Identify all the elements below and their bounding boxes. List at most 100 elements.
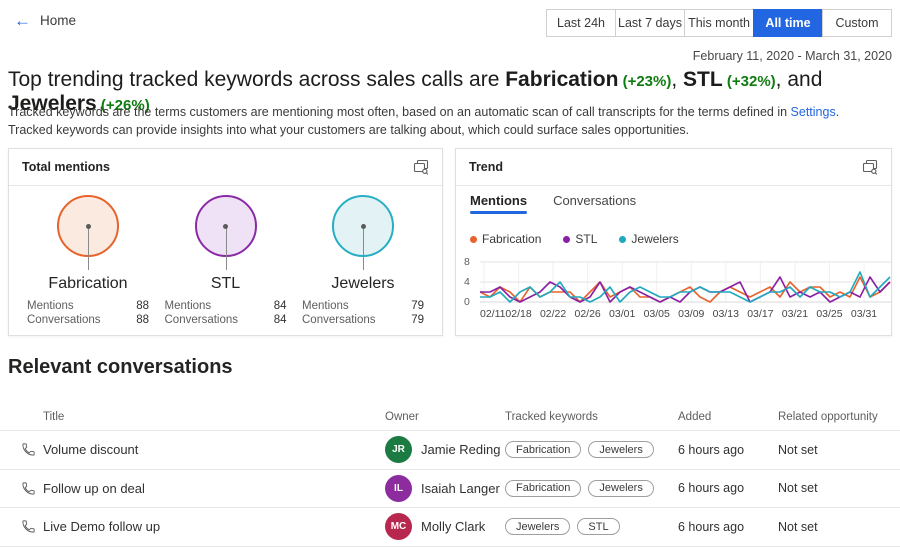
date-range: February 11, 2020 - March 31, 2020 [692, 49, 892, 63]
keyword-tag: Fabrication [505, 441, 582, 459]
x-axis-labels: 02/11 02/18 02/22 02/26 03/01 03/05 03/09 03/13… [480, 308, 892, 322]
conversation-title: Volume discount [43, 442, 139, 458]
tab-mentions[interactable]: Mentions [470, 193, 528, 214]
table-row[interactable]: Follow up on deal IL Isaiah Langer Fabri… [0, 469, 900, 509]
x-axis-label: 02/18 [505, 308, 532, 320]
bubble-column-stl: STL Mentions 84 Conversations 84 [165, 195, 287, 326]
headline-separator: , [671, 68, 684, 91]
conversations-value: 84 [273, 314, 287, 326]
settings-link[interactable]: Settings [790, 105, 836, 119]
legend-item-jewelers: Jewelers [619, 232, 679, 246]
bubble-keyword-name: STL [210, 275, 241, 292]
legend-item-stl: STL [563, 232, 597, 246]
owner-cell: IL Isaiah Langer [385, 474, 505, 502]
headline-change-2: (+32%) [722, 73, 776, 90]
added-cell: 6 hours ago [678, 442, 745, 457]
conversations-label: Conversations [27, 314, 101, 326]
avatar: MC [385, 513, 412, 541]
legend-label: STL [575, 232, 598, 246]
fabrication-bubble[interactable] [57, 195, 119, 270]
copy-snapshot-icon[interactable] [413, 159, 429, 175]
column-header-added: Added [678, 411, 712, 423]
bubble-stats: Mentions 84 Conversations 84 [165, 300, 287, 326]
added-cell: 6 hours ago [678, 481, 745, 496]
y-axis-label: 4 [464, 276, 470, 288]
x-axis-label: 03/31 [850, 308, 878, 320]
keyword-tag: STL [577, 518, 620, 536]
tracked-keywords-cell: Fabrication Jewelers [505, 479, 678, 497]
y-axis-label: 0 [464, 296, 470, 308]
time-filter-last-24h[interactable]: Last 24h [546, 9, 616, 37]
copy-snapshot-icon[interactable] [862, 159, 878, 175]
time-filter-this-month[interactable]: This month [684, 9, 754, 37]
back-button[interactable]: ← Home [14, 12, 76, 29]
bubble-stats: Mentions 88 Conversations 88 [27, 300, 149, 326]
headline-change-1: (+23%) [618, 73, 672, 90]
y-axis-label: 8 [464, 256, 470, 268]
time-filter-last-7-days[interactable]: Last 7 days [615, 9, 685, 37]
legend-label: Fabrication [482, 232, 542, 246]
stl-bubble[interactable] [194, 195, 257, 270]
mentions-value: 79 [411, 300, 424, 312]
arrow-left-icon: ← [14, 11, 31, 30]
headline-keyword-3: Jewelers [8, 92, 97, 115]
conversations-value: 79 [411, 314, 424, 326]
owner-name: Isaiah Langer [421, 480, 500, 496]
mentions-value: 84 [273, 300, 287, 312]
phone-icon [0, 519, 43, 534]
description-text: Tracked keywords are the terms customers… [8, 103, 878, 139]
time-filter-group: Last 24h Last 7 days This month All time… [546, 9, 892, 37]
bubble-column-jewelers: Jewelers Mentions 79 Conversations 79 [302, 195, 424, 326]
column-header-owner: Owner [385, 411, 419, 423]
total-mentions-card-header: Total mentions [9, 149, 442, 186]
keyword-tag: Jewelers [588, 441, 654, 459]
x-axis-label: 02/26 [574, 308, 601, 320]
avatar: IL [385, 474, 412, 502]
x-axis-label: 02/22 [539, 308, 567, 320]
table-row[interactable]: Live Demo follow up MC Molly Clark Jewel… [0, 508, 900, 547]
mentions-value: 88 [136, 300, 149, 312]
related-opportunity-cell: Not set [778, 481, 818, 496]
mentions-label: Mentions [27, 300, 74, 312]
time-filter-all-time[interactable]: All time [753, 9, 823, 37]
mentions-label: Mentions [164, 300, 212, 312]
x-axis-label: 03/01 [609, 308, 636, 320]
x-axis-label: 03/17 [747, 308, 774, 320]
headline-prefix: Top trending tracked keywords across sal… [8, 68, 506, 91]
bubble-keyword-name: Fabrication [48, 275, 128, 292]
related-opportunity-cell: Not set [778, 519, 818, 534]
table-row[interactable]: Volume discount JR Jamie Reding Fabricat… [0, 431, 900, 470]
column-header-title: Title [43, 411, 65, 423]
bubble-center-dot [85, 223, 91, 229]
relevant-conversations-title: Relevant conversations [8, 356, 233, 378]
bubble-pin [88, 226, 89, 270]
total-mentions-card: Total mentions Fabrication Mentions 88 [8, 148, 443, 336]
conversations-label: Conversations [302, 314, 376, 326]
keyword-tag: Jewelers [588, 479, 654, 497]
trend-chart: 8 4 0 02/11 02/18 02/22 02/26 03/01 03/05 03/0… [464, 256, 892, 327]
avatar: JR [385, 436, 412, 464]
tab-conversations[interactable]: Conversations [553, 193, 637, 208]
chart-legend: Fabrication STL Jewelers [470, 232, 679, 246]
total-mentions-title: Total mentions [22, 160, 110, 174]
description-period: . [835, 105, 840, 119]
legend-dot [619, 235, 627, 243]
legend-item-fabrication: Fabrication [470, 232, 541, 246]
owner-cell: MC Molly Clark [385, 513, 505, 541]
keyword-tag: Jewelers [505, 518, 571, 536]
time-filter-custom[interactable]: Custom [822, 9, 892, 37]
phone-icon [0, 481, 43, 496]
headline-change-3: (+26%) [96, 97, 150, 114]
mentions-label: Mentions [302, 300, 349, 312]
legend-dot [470, 235, 477, 243]
description-line2: Tracked keywords can provide insights in… [8, 123, 690, 138]
trend-card: Trend Mentions Conversations Fabrication [455, 148, 892, 336]
owner-name: Jamie Reding [421, 442, 501, 458]
conversation-title: Live Demo follow up [43, 519, 161, 535]
owner-name: Molly Clark [421, 519, 486, 535]
tracked-keywords-cell: Fabrication Jewelers [505, 441, 678, 459]
headline-separator: , and [775, 68, 823, 91]
conversations-table: Title Owner Tracked keywords Added Relat… [0, 404, 900, 547]
jewelers-bubble[interactable] [332, 195, 394, 270]
headline-keyword-1: Fabrication [505, 68, 619, 91]
